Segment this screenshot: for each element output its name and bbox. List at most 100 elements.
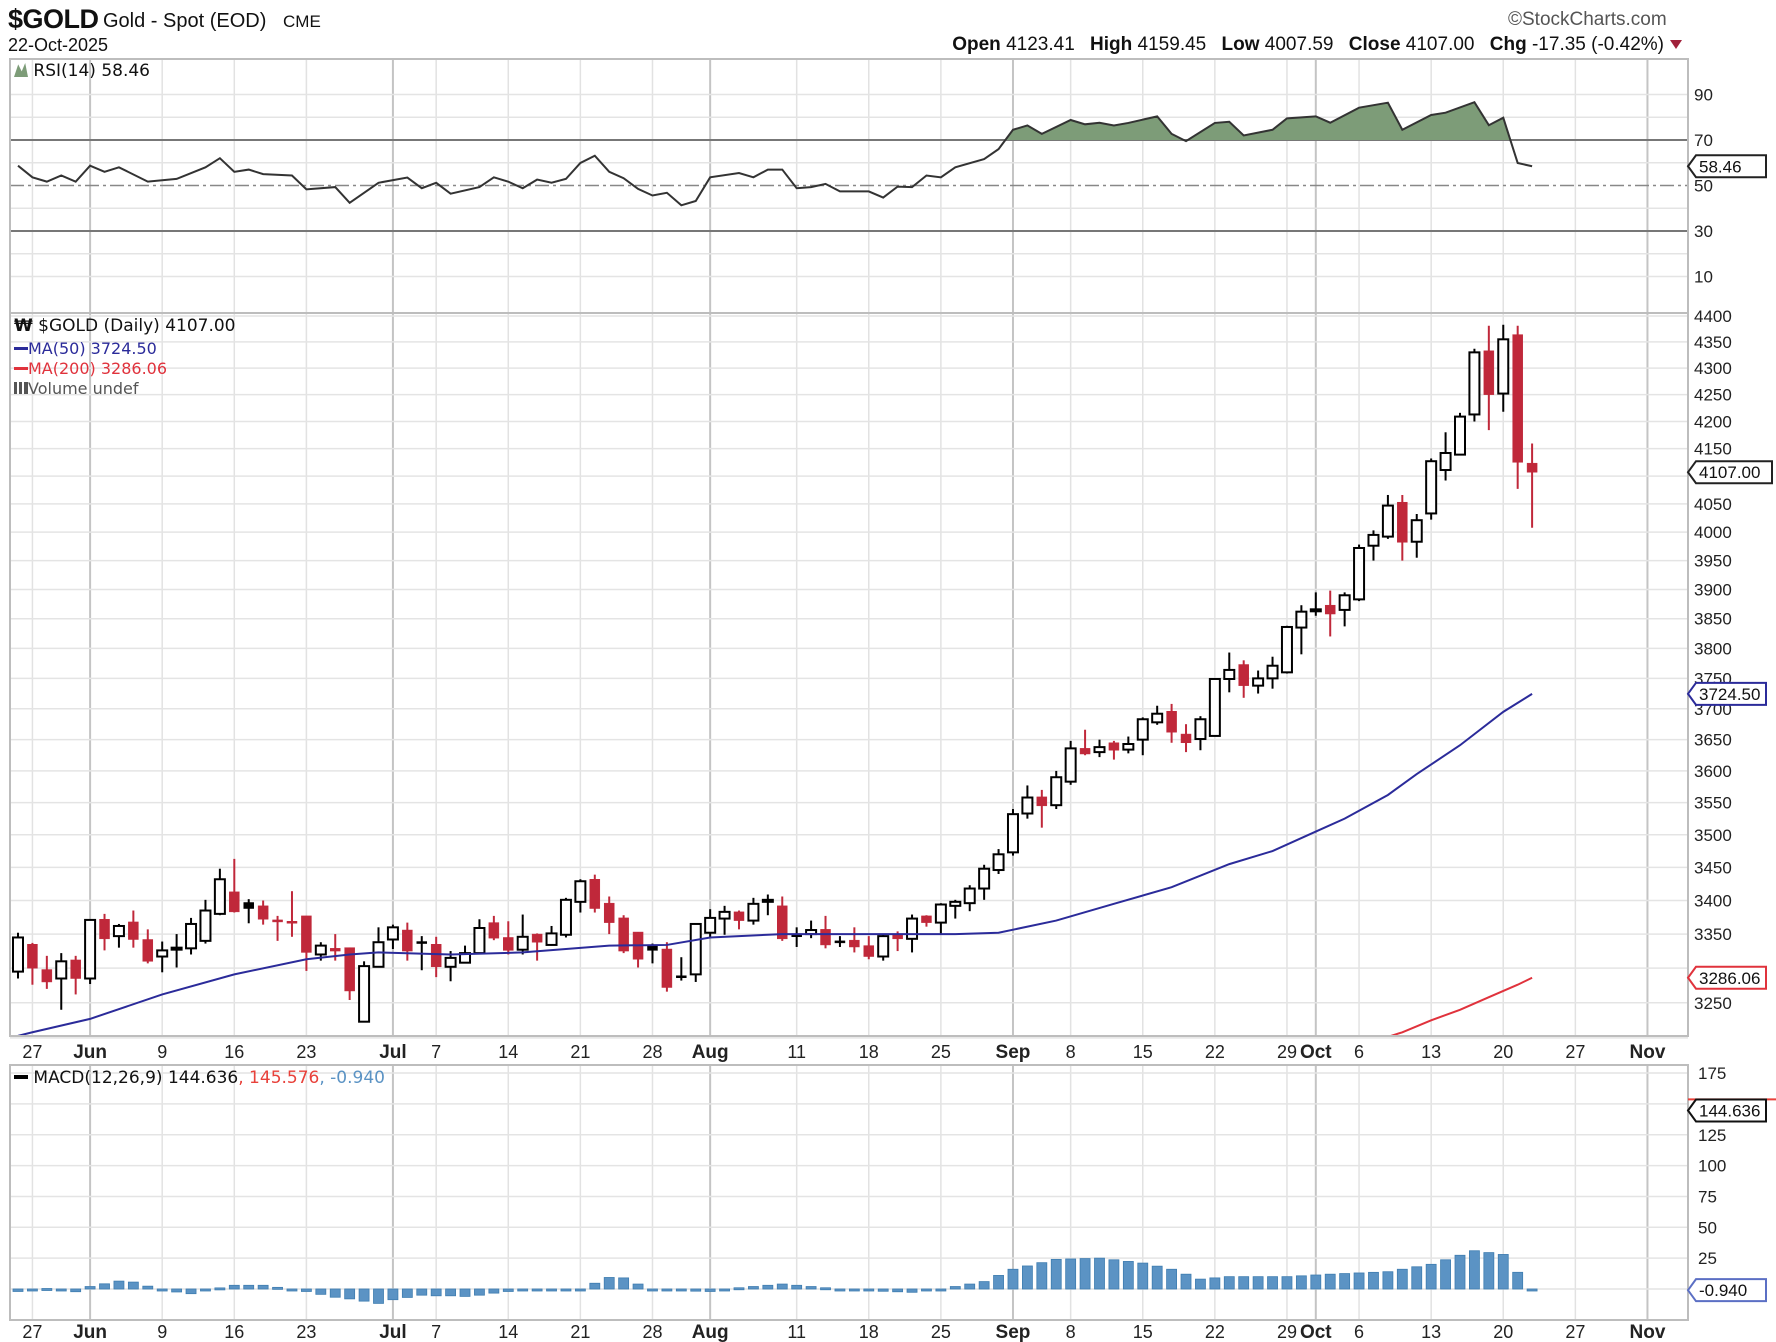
candle-body: [877, 935, 890, 958]
macd-histogram-bar: [1209, 1277, 1221, 1290]
date-tick-label: Sep: [996, 1042, 1031, 1063]
macd-histogram-bar: [127, 1281, 139, 1290]
rsi-callout-text: 58.46: [1699, 157, 1742, 176]
price-frame: [9, 312, 1689, 1037]
candle-body: [661, 948, 673, 988]
candle: [112, 923, 125, 948]
macd-histogram-bar: [1137, 1262, 1149, 1290]
candle-body: [1122, 743, 1135, 751]
close-callout-text: 4107.00: [1699, 463, 1760, 482]
macd-histogram-bar: [791, 1284, 803, 1290]
macd-histogram-bar: [704, 1288, 716, 1292]
candle: [257, 900, 269, 925]
candle: [1381, 494, 1394, 539]
price-axis-label: 4350: [1694, 333, 1732, 352]
rsi-legend: RSI(14) 58.46: [14, 61, 150, 81]
candle: [1151, 705, 1164, 725]
date-tick-label: 13: [1421, 1322, 1441, 1342]
candle-body: [1454, 415, 1466, 456]
candle: [1006, 809, 1019, 856]
stockcharts-logo[interactable]: ©StockCharts.com: [1508, 9, 1667, 30]
price-axis-label: 3250: [1694, 994, 1732, 1013]
candle: [1280, 625, 1293, 674]
candle-body: [747, 902, 760, 922]
candle-body: [229, 891, 240, 913]
macd-histogram-bar: [416, 1288, 428, 1296]
candle: [142, 929, 154, 964]
candle: [156, 941, 169, 973]
price-panel[interactable]: [12, 324, 1538, 1292]
macd-histogram-bar: [156, 1288, 168, 1292]
candle-body: [516, 935, 529, 951]
candle: [574, 879, 587, 913]
candle: [301, 915, 312, 971]
macd-histogram-bar: [1223, 1276, 1235, 1290]
macd-histogram-bar: [661, 1288, 673, 1292]
candle-body: [473, 927, 486, 955]
candle-body: [444, 956, 457, 968]
candle: [1338, 592, 1351, 627]
candle: [1108, 740, 1120, 760]
ma200-legend-text: MA(200) 3286.06: [28, 359, 168, 378]
candle-body: [1295, 610, 1308, 629]
candle-body: [430, 944, 442, 968]
candle: [286, 891, 298, 937]
macd-histogram-bar: [560, 1288, 572, 1292]
candle: [921, 915, 932, 927]
macd-histogram-bar: [632, 1283, 644, 1290]
macd-histogram-bar: [1151, 1265, 1163, 1290]
candle: [661, 942, 673, 992]
chg-value: -17.35 (-0.42%): [1531, 34, 1664, 55]
macd-histogram-bar: [1195, 1278, 1206, 1290]
candle-body: [112, 924, 125, 938]
macd-histogram-bar: [430, 1288, 442, 1297]
candle-body: [718, 910, 731, 920]
macd-histogram-bar: [647, 1288, 658, 1292]
candle-body: [906, 917, 919, 940]
candle: [531, 933, 543, 961]
candle-body: [1050, 776, 1063, 807]
macd-hist-value: , -0.940: [319, 1068, 385, 1088]
date-tick-label: 6: [1354, 1322, 1364, 1342]
candle-body: [1036, 796, 1048, 807]
macd-histogram-bar: [1079, 1258, 1091, 1290]
macd-histogram-bar: [1122, 1261, 1134, 1290]
candle: [718, 905, 731, 935]
macd-panel[interactable]: [12, 1250, 1538, 1304]
price-axis-label: 3500: [1694, 826, 1732, 845]
macd-histogram-bar: [12, 1288, 24, 1292]
macd-histogram-bar: [690, 1288, 702, 1292]
candle-body: [213, 878, 226, 915]
macd-histogram-bar: [373, 1288, 384, 1304]
candle-body: [849, 939, 860, 948]
rsi-axis-label: 50: [1694, 177, 1713, 196]
volume-icon: [14, 382, 28, 394]
candle: [1064, 740, 1077, 785]
date-tick-label: 28: [642, 1042, 662, 1062]
macd-histogram-bar: [820, 1287, 831, 1291]
candle-body: [12, 936, 24, 973]
candle-body: [1108, 742, 1120, 751]
date-tick-label: 9: [157, 1322, 167, 1342]
date-tick-label: 11: [787, 1042, 806, 1062]
candle-body: [574, 880, 587, 903]
date-tick-label: 27: [22, 1042, 42, 1062]
candle: [618, 915, 629, 954]
ma200-line: [1387, 976, 1533, 1036]
macd-histogram-bar: [445, 1288, 457, 1297]
volume-legend: Volume undef: [14, 379, 139, 398]
candle-body: [70, 959, 81, 979]
candle-body: [1280, 625, 1293, 674]
macd-histogram-bar: [70, 1288, 82, 1293]
candle-body: [386, 926, 399, 941]
rsi-panel[interactable]: [17, 101, 1533, 207]
macd-histogram-bar: [1339, 1273, 1351, 1290]
candle: [1252, 670, 1265, 694]
hist-callout-box: [1686, 1278, 1767, 1303]
date-tick-label: 7: [431, 1322, 441, 1342]
macd-histogram-bar: [892, 1288, 904, 1293]
rsi-axis-label: 90: [1694, 86, 1713, 105]
price-axis-label: 3400: [1694, 891, 1732, 910]
candle: [545, 925, 558, 946]
